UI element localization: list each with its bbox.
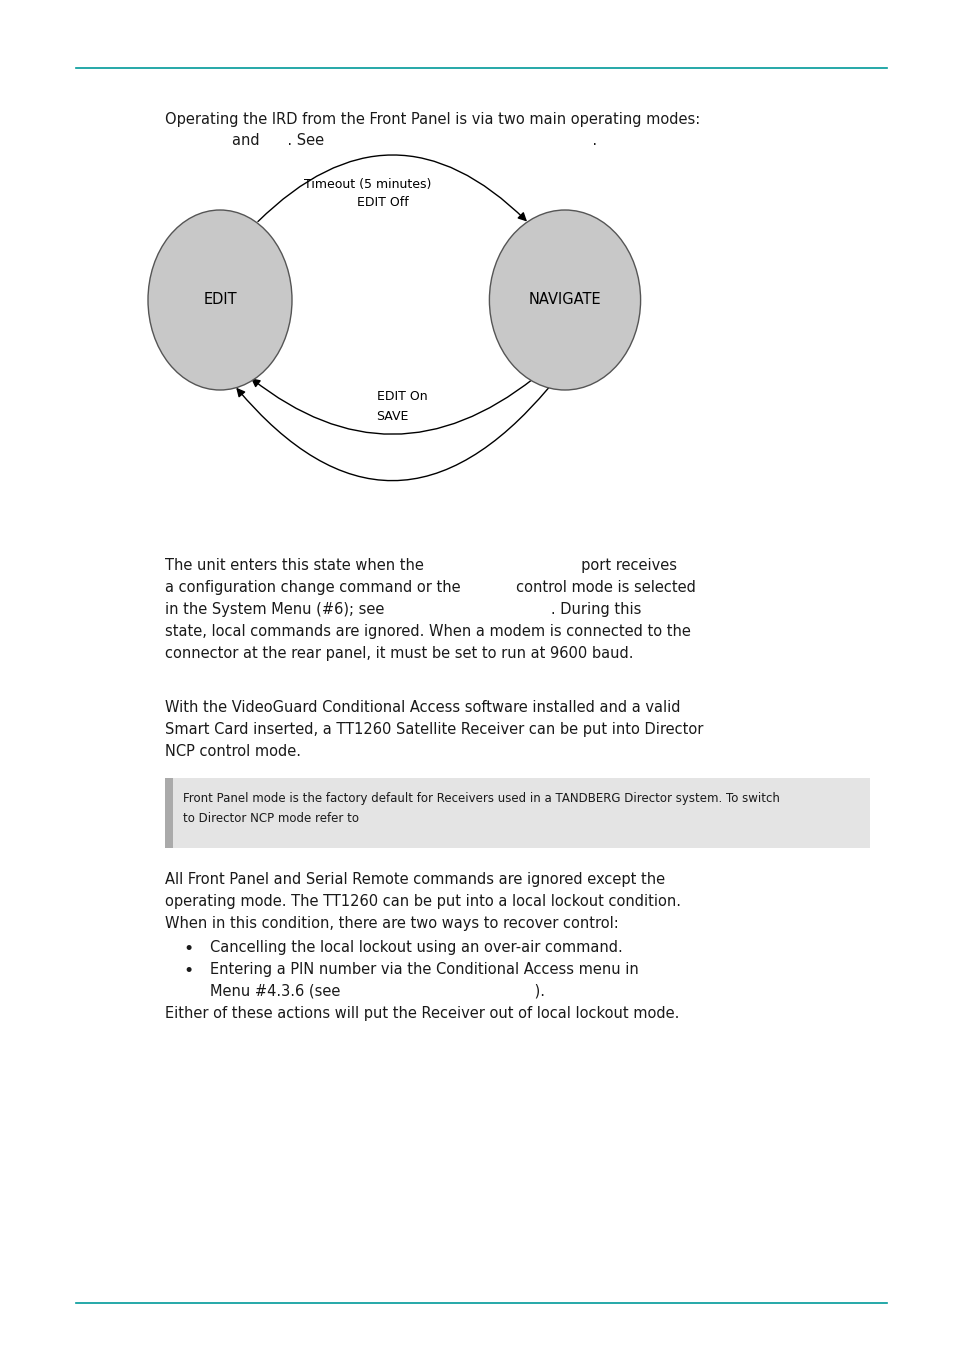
- Text: to Director NCP mode refer to: to Director NCP mode refer to: [183, 812, 358, 825]
- FancyArrowPatch shape: [257, 155, 525, 222]
- Text: Entering a PIN number via the Conditional Access menu in: Entering a PIN number via the Conditiona…: [210, 962, 639, 977]
- Text: operating mode. The TT1260 can be put into a local lockout condition.: operating mode. The TT1260 can be put in…: [165, 894, 680, 909]
- FancyBboxPatch shape: [165, 778, 869, 848]
- Text: SAVE: SAVE: [375, 409, 408, 423]
- Text: NCP control mode.: NCP control mode.: [165, 744, 301, 759]
- Text: The unit enters this state when the                                  port receiv: The unit enters this state when the port…: [165, 558, 677, 573]
- Text: state, local commands are ignored. When a modem is connected to the: state, local commands are ignored. When …: [165, 624, 690, 639]
- Text: Menu #4.3.6 (see                                          ).: Menu #4.3.6 (see ).: [210, 984, 544, 998]
- Ellipse shape: [148, 209, 292, 390]
- FancyArrowPatch shape: [237, 388, 548, 481]
- FancyBboxPatch shape: [165, 778, 172, 848]
- Text: Front Panel mode is the factory default for Receivers used in a TANDBERG Directo: Front Panel mode is the factory default …: [183, 792, 779, 805]
- Text: When in this condition, there are two ways to recover control:: When in this condition, there are two wa…: [165, 916, 618, 931]
- Text: Either of these actions will put the Receiver out of local lockout mode.: Either of these actions will put the Rec…: [165, 1006, 679, 1021]
- Text: connector at the rear panel, it must be set to run at 9600 baud.: connector at the rear panel, it must be …: [165, 646, 633, 661]
- Text: a configuration change command or the            control mode is selected: a configuration change command or the co…: [165, 580, 695, 594]
- Text: and      . See                                                          .: and . See .: [232, 132, 597, 149]
- Text: •: •: [183, 962, 193, 979]
- Text: With the VideoGuard Conditional Access software installed and a valid: With the VideoGuard Conditional Access s…: [165, 700, 679, 715]
- Text: Smart Card inserted, a TT1260 Satellite Receiver can be put into Director: Smart Card inserted, a TT1260 Satellite …: [165, 721, 702, 738]
- Text: EDIT On: EDIT On: [376, 390, 427, 403]
- Text: EDIT Off: EDIT Off: [356, 196, 408, 209]
- FancyArrowPatch shape: [252, 378, 534, 434]
- Text: Operating the IRD from the Front Panel is via two main operating modes:: Operating the IRD from the Front Panel i…: [165, 112, 700, 127]
- Text: Cancelling the local lockout using an over-air command.: Cancelling the local lockout using an ov…: [210, 940, 622, 955]
- Text: in the System Menu (#6); see                                    . During this: in the System Menu (#6); see . During th…: [165, 603, 640, 617]
- Ellipse shape: [489, 209, 639, 390]
- Text: Timeout (5 minutes): Timeout (5 minutes): [303, 178, 431, 190]
- Text: EDIT: EDIT: [203, 293, 236, 308]
- Text: NAVIGATE: NAVIGATE: [528, 293, 600, 308]
- Text: •: •: [183, 940, 193, 958]
- Text: All Front Panel and Serial Remote commands are ignored except the: All Front Panel and Serial Remote comman…: [165, 871, 664, 888]
